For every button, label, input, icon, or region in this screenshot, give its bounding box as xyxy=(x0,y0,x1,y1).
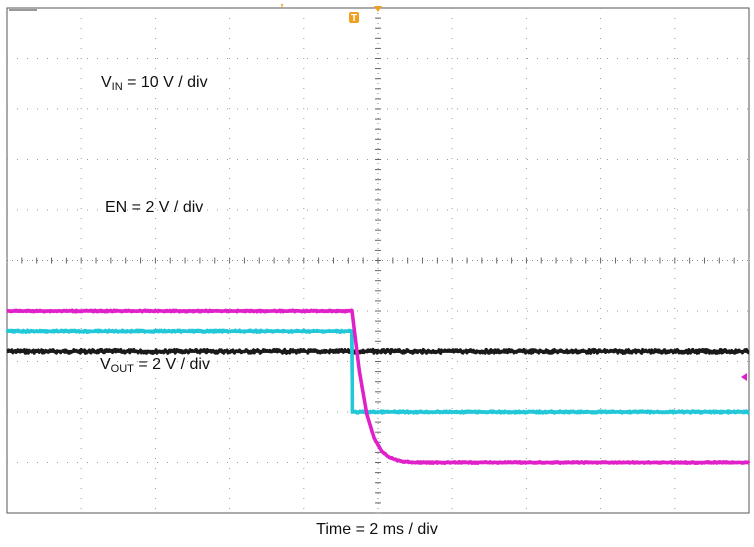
trigger-marker-letter: T xyxy=(351,13,357,24)
trigger-marker xyxy=(349,12,360,23)
vout-trace-core xyxy=(7,309,749,465)
en-trace-core xyxy=(7,329,749,414)
center-position-marker xyxy=(374,6,382,12)
vin-scale-label: VIN = 10 V / div xyxy=(101,74,208,93)
en-scale-label: EN = 2 V / div xyxy=(105,199,204,216)
x-axis-label: Time = 2 ms / div xyxy=(316,521,438,538)
delay-marker xyxy=(281,4,284,9)
vout-scale-label: VOUT = 2 V / div xyxy=(100,356,210,375)
traces xyxy=(5,308,751,465)
ref-level-marker xyxy=(741,373,747,381)
graticule xyxy=(6,7,750,514)
markers: T xyxy=(9,4,747,381)
